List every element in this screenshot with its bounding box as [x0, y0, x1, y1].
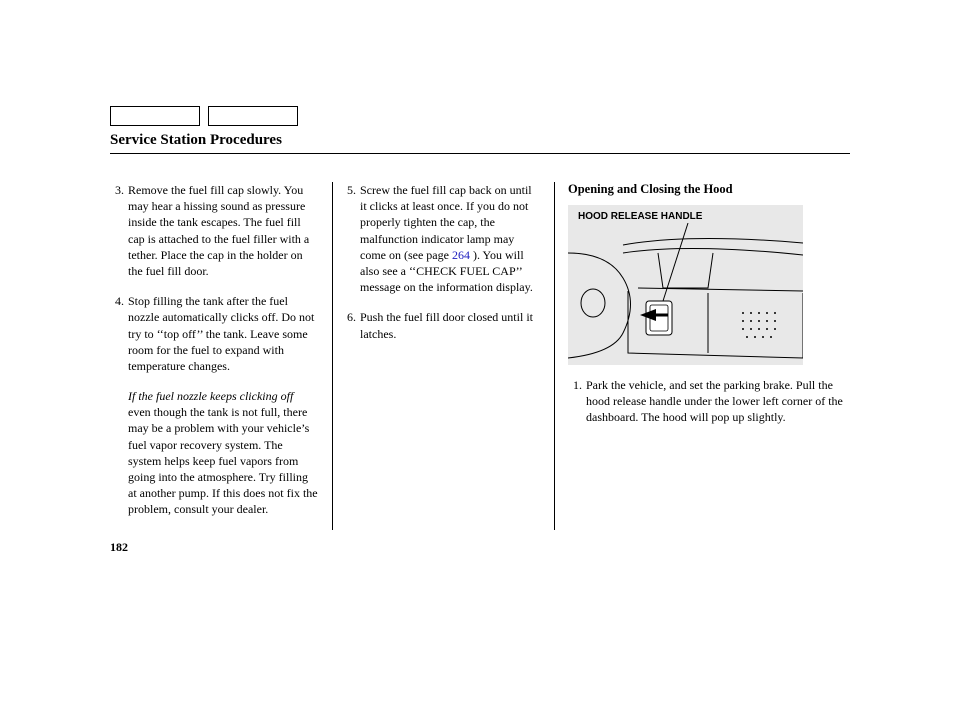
nav-box-1[interactable]: [110, 106, 200, 126]
step-text: Push the fuel fill door closed until it …: [360, 309, 540, 341]
column-divider: [332, 182, 333, 530]
column-2: 5. Screw the fuel fill cap back on until…: [332, 182, 554, 518]
header-nav-boxes: [110, 106, 850, 126]
note-italic: If the fuel nozzle keeps clicking off: [128, 389, 293, 403]
column-3: Opening and Closing the Hood HOOD RELEAS…: [554, 182, 850, 518]
step-text: Screw the fuel fill cap back on until it…: [360, 182, 540, 295]
step-text: Stop filling the tank after the fuel noz…: [128, 293, 318, 374]
step-text: Park the vehicle, and set the parking br…: [586, 377, 850, 426]
page-link-264[interactable]: 264: [452, 248, 470, 262]
hood-release-diagram: HOOD RELEASE HANDLE: [568, 205, 803, 365]
step-number: 1.: [568, 377, 582, 426]
column-1: 3. Remove the fuel fill cap slowly. You …: [110, 182, 332, 518]
column-divider: [554, 182, 555, 530]
step-4: 4. Stop filling the tank after the fuel …: [110, 293, 318, 374]
page-title: Service Station Procedures: [110, 132, 850, 154]
hood-section-heading: Opening and Closing the Hood: [568, 182, 850, 197]
diagram-label: HOOD RELEASE HANDLE: [578, 211, 702, 222]
step-6: 6. Push the fuel fill door closed until …: [342, 309, 540, 341]
hood-step-1: 1. Park the vehicle, and set the parking…: [568, 377, 850, 426]
note-rest: even though the tank is not full, there …: [128, 405, 318, 516]
step-5: 5. Screw the fuel fill cap back on until…: [342, 182, 540, 295]
page-number: 182: [110, 540, 128, 555]
hood-release-illustration: [568, 223, 803, 365]
step-3: 3. Remove the fuel fill cap slowly. You …: [110, 182, 318, 279]
fuel-nozzle-note: If the fuel nozzle keeps clicking off ev…: [128, 388, 318, 518]
step-number: 5.: [342, 182, 356, 295]
step-number: 4.: [110, 293, 124, 374]
step-number: 6.: [342, 309, 356, 341]
step-text: Remove the fuel fill cap slowly. You may…: [128, 182, 318, 279]
nav-box-2[interactable]: [208, 106, 298, 126]
step-number: 3.: [110, 182, 124, 279]
